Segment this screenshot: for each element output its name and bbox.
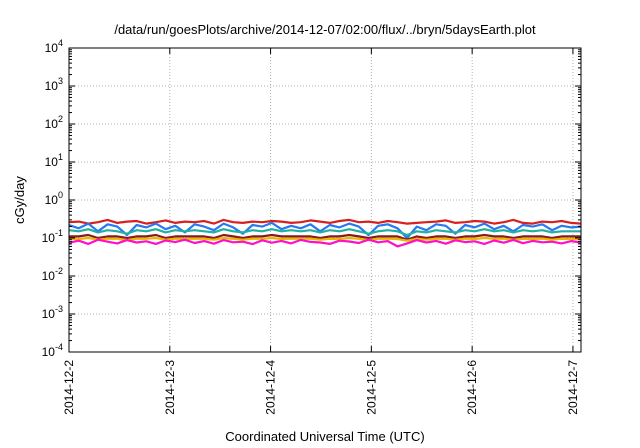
x-tick-label: 2014-12-6 xyxy=(465,360,479,415)
x-axis-label: Coordinated Universal Time (UTC) xyxy=(225,429,424,444)
series-line-2 xyxy=(68,228,581,237)
series-line-5 xyxy=(68,238,582,248)
x-tick-label: 2014-12-4 xyxy=(264,360,278,415)
chart-title: /data/run/goesPlots/archive/2014-12-07/0… xyxy=(114,22,536,37)
series-layer xyxy=(68,218,582,248)
y-tick-label-exponent: 2 xyxy=(58,114,63,124)
y-tick-label: 102 xyxy=(45,114,63,131)
y-tick-label: 10-2 xyxy=(42,266,63,283)
x-tick-label: 2014-12-2 xyxy=(62,360,76,415)
y-tick-label-base: 10 xyxy=(45,117,59,131)
y-tick-label: 10-4 xyxy=(42,342,63,359)
y-tick-label: 10-1 xyxy=(42,228,63,245)
y-tick-label: 10-3 xyxy=(42,304,63,321)
y-tick-label-base: 10 xyxy=(45,155,59,169)
y-tick-label-base: 10 xyxy=(45,79,59,93)
y-tick-label-base: 10 xyxy=(45,41,59,55)
y-tick-label-base: 10 xyxy=(45,193,59,207)
y-tick-label: 101 xyxy=(45,152,63,169)
y-tick-label-exponent: -4 xyxy=(55,342,63,352)
x-tick-label: 2014-12-3 xyxy=(163,360,177,415)
series-line-0 xyxy=(68,218,582,225)
y-tick-label-exponent: 1 xyxy=(58,152,63,162)
y-tick-label-exponent: -1 xyxy=(55,228,63,238)
y-tick-label: 100 xyxy=(45,190,63,207)
y-tick-label-base: 10 xyxy=(42,307,56,321)
y-tick-label: 104 xyxy=(45,38,63,55)
y-tick-label-exponent: 4 xyxy=(58,38,63,48)
y-tick-label-exponent: -3 xyxy=(55,304,63,314)
y-tick-label-exponent: -2 xyxy=(55,266,63,276)
tick-layer: 10-410-310-210-11001011021031042014-12-2… xyxy=(42,38,581,415)
y-tick-label-base: 10 xyxy=(42,231,56,245)
series-line-1 xyxy=(68,221,582,240)
y-tick-label-base: 10 xyxy=(42,345,56,359)
series-line-4 xyxy=(68,236,582,242)
x-tick-label: 2014-12-7 xyxy=(566,360,580,415)
y-tick-label-exponent: 3 xyxy=(58,76,63,86)
y-tick-label-base: 10 xyxy=(42,269,56,283)
y-tick-label: 103 xyxy=(45,76,63,93)
x-tick-label: 2014-12-5 xyxy=(364,360,378,415)
y-tick-label-exponent: 0 xyxy=(58,190,63,200)
series-line-3 xyxy=(69,233,581,241)
y-axis-label: cGy/day xyxy=(12,176,27,224)
